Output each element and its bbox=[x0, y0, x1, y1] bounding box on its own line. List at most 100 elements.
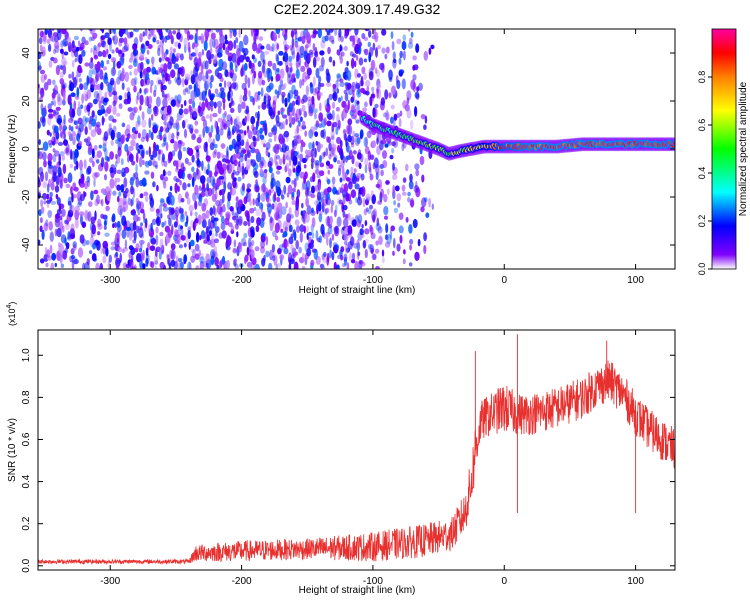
spectrogram-noise-cell bbox=[333, 209, 337, 218]
spectrogram-noise-cell bbox=[174, 182, 178, 194]
spectrogram-noise-cell bbox=[113, 93, 118, 104]
spectrogram-noise-cell bbox=[350, 236, 355, 246]
spectrogram-noise-cell bbox=[122, 247, 128, 252]
spectrogram-noise-cell bbox=[109, 127, 114, 137]
spectrogram-noise-cell bbox=[363, 58, 367, 63]
spectrogram-noise-cell bbox=[326, 111, 332, 120]
spectrogram-noise-cell bbox=[354, 60, 357, 68]
spectrogram-noise-cell bbox=[241, 165, 245, 176]
spectrogram-noise-cell bbox=[274, 89, 278, 95]
spectrogram-noise-cell bbox=[78, 101, 81, 110]
spectrogram-noise-cell bbox=[102, 117, 106, 123]
spectrogram-noise-cell bbox=[356, 103, 360, 113]
spectrogram-noise-cell bbox=[75, 74, 78, 86]
spectrogram-noise-cell bbox=[245, 56, 250, 63]
spectrogram-noise-cell bbox=[221, 230, 227, 239]
spectrogram-noise-cell bbox=[229, 29, 234, 34]
spectrogram-noise-cell bbox=[337, 97, 342, 103]
spectrogram-noise-cell bbox=[115, 257, 121, 268]
spectrogram-noise-cell bbox=[74, 205, 80, 213]
spectrogram-noise-cell bbox=[96, 150, 103, 158]
spectrogram-noise-cell bbox=[235, 196, 239, 202]
spectrogram-noise-cell bbox=[239, 94, 243, 104]
spectrogram-noise-cell bbox=[308, 49, 314, 56]
spectrogram-noise-cell bbox=[352, 150, 357, 155]
spectrogram-noise-cell bbox=[419, 155, 425, 166]
spectrogram-noise-cell bbox=[344, 133, 348, 142]
spectrogram-noise-cell bbox=[90, 216, 96, 225]
spectrogram-noise-cell bbox=[276, 263, 282, 268]
spectrogram-noise-cell bbox=[340, 35, 344, 43]
spectrogram-noise-cell bbox=[243, 34, 249, 46]
spectrogram-noise-cell bbox=[118, 191, 122, 197]
spectrogram-noise-cell bbox=[354, 183, 360, 190]
spectrogram-noise-cell bbox=[361, 262, 366, 267]
spectrogram-noise-cell bbox=[342, 129, 347, 134]
spectrogram-noise-cell bbox=[306, 225, 309, 233]
spectrogram-noise-cell bbox=[268, 157, 274, 167]
spectrogram-noise-cell bbox=[304, 44, 309, 49]
spectrogram-noise-cell bbox=[182, 182, 187, 191]
spectrogram-noise-cell bbox=[79, 234, 85, 244]
spectrogram-noise-cell bbox=[59, 130, 63, 139]
spectrogram-noise-cell bbox=[338, 147, 343, 156]
spectrogram-noise-cell bbox=[270, 250, 275, 259]
spectrogram-noise-cell bbox=[46, 193, 50, 200]
spectrogram-noise-cell bbox=[55, 193, 59, 200]
spectrogram-noise-cell bbox=[296, 134, 302, 144]
spectrogram-noise-cell bbox=[329, 237, 332, 249]
spectrogram-noise-cell bbox=[371, 86, 375, 92]
spectrogram-noise-cell bbox=[296, 45, 301, 53]
spectrogram-noise-cell bbox=[167, 257, 171, 267]
spectrogram-noise-cell bbox=[245, 105, 250, 115]
spectrogram-noise-cell bbox=[190, 52, 197, 57]
spectrogram-noise-cell bbox=[122, 52, 125, 58]
spectrogram-noise-cell bbox=[393, 113, 398, 121]
spectrogram-noise-cell bbox=[52, 148, 56, 153]
spectrogram-noise-cell bbox=[251, 62, 255, 68]
spectrogram-noise-cell bbox=[80, 104, 84, 109]
spectrogram-noise-cell bbox=[357, 214, 363, 224]
spectrogram-noise-cell bbox=[376, 84, 382, 89]
spectrogram-noise-cell bbox=[79, 68, 83, 73]
spectrogram-noise-cell bbox=[240, 131, 245, 141]
spectrogram-noise-cell bbox=[310, 193, 316, 199]
x-tick-label: -100 bbox=[363, 275, 383, 286]
spectrogram-noise-cell bbox=[84, 126, 88, 135]
spectrogram-noise-cell bbox=[214, 182, 218, 192]
spectrogram-noise-cell bbox=[80, 173, 85, 185]
spectrogram-noise-cell bbox=[63, 177, 68, 184]
spectrogram-noise-cell bbox=[361, 66, 366, 75]
spectrogram-noise-cell bbox=[61, 154, 65, 161]
spectrogram-noise-cell bbox=[332, 183, 335, 190]
spectrogram-noise-cell bbox=[348, 149, 353, 160]
spectrogram-noise-cell bbox=[159, 231, 164, 237]
spectrogram-noise-cell bbox=[295, 239, 300, 250]
spectrogram-noise-cell bbox=[38, 37, 43, 45]
spectrogram-noise-cell bbox=[116, 259, 121, 265]
spectrogram-noise-cell bbox=[95, 71, 100, 82]
spectrogram-noise-cell bbox=[344, 243, 349, 254]
spectrogram-noise-cell bbox=[305, 62, 309, 70]
spectrogram-noise-cell bbox=[343, 256, 348, 266]
spectrogram-noise-cell bbox=[292, 155, 298, 166]
spectrogram-noise-cell bbox=[257, 110, 260, 121]
spectrogram-noise-cell bbox=[116, 184, 121, 191]
spectrogram-noise-cell bbox=[121, 122, 126, 128]
spectrogram-noise-cell bbox=[61, 208, 66, 217]
spectrogram-noise-cell bbox=[163, 160, 168, 168]
spectrogram-noise-cell bbox=[319, 210, 323, 216]
spectrogram-noise-cell bbox=[288, 207, 292, 216]
spectrogram-noise-cell bbox=[290, 233, 295, 238]
spectrogram-noise-cell bbox=[365, 79, 371, 88]
spectrogram-noise-cell bbox=[102, 49, 107, 58]
spectrogram-noise-cell bbox=[91, 224, 96, 235]
spectrogram-noise-cell bbox=[120, 134, 126, 144]
spectrogram-noise-cell bbox=[384, 89, 389, 100]
spectrogram-noise-cell bbox=[322, 128, 327, 140]
spectrogram-noise-cell bbox=[45, 219, 49, 227]
spectrogram-noise-cell bbox=[314, 147, 317, 158]
spectrogram-noise-cell bbox=[47, 103, 52, 110]
spectrogram-noise-cell bbox=[124, 29, 128, 35]
spectrogram-noise-cell bbox=[254, 246, 260, 252]
